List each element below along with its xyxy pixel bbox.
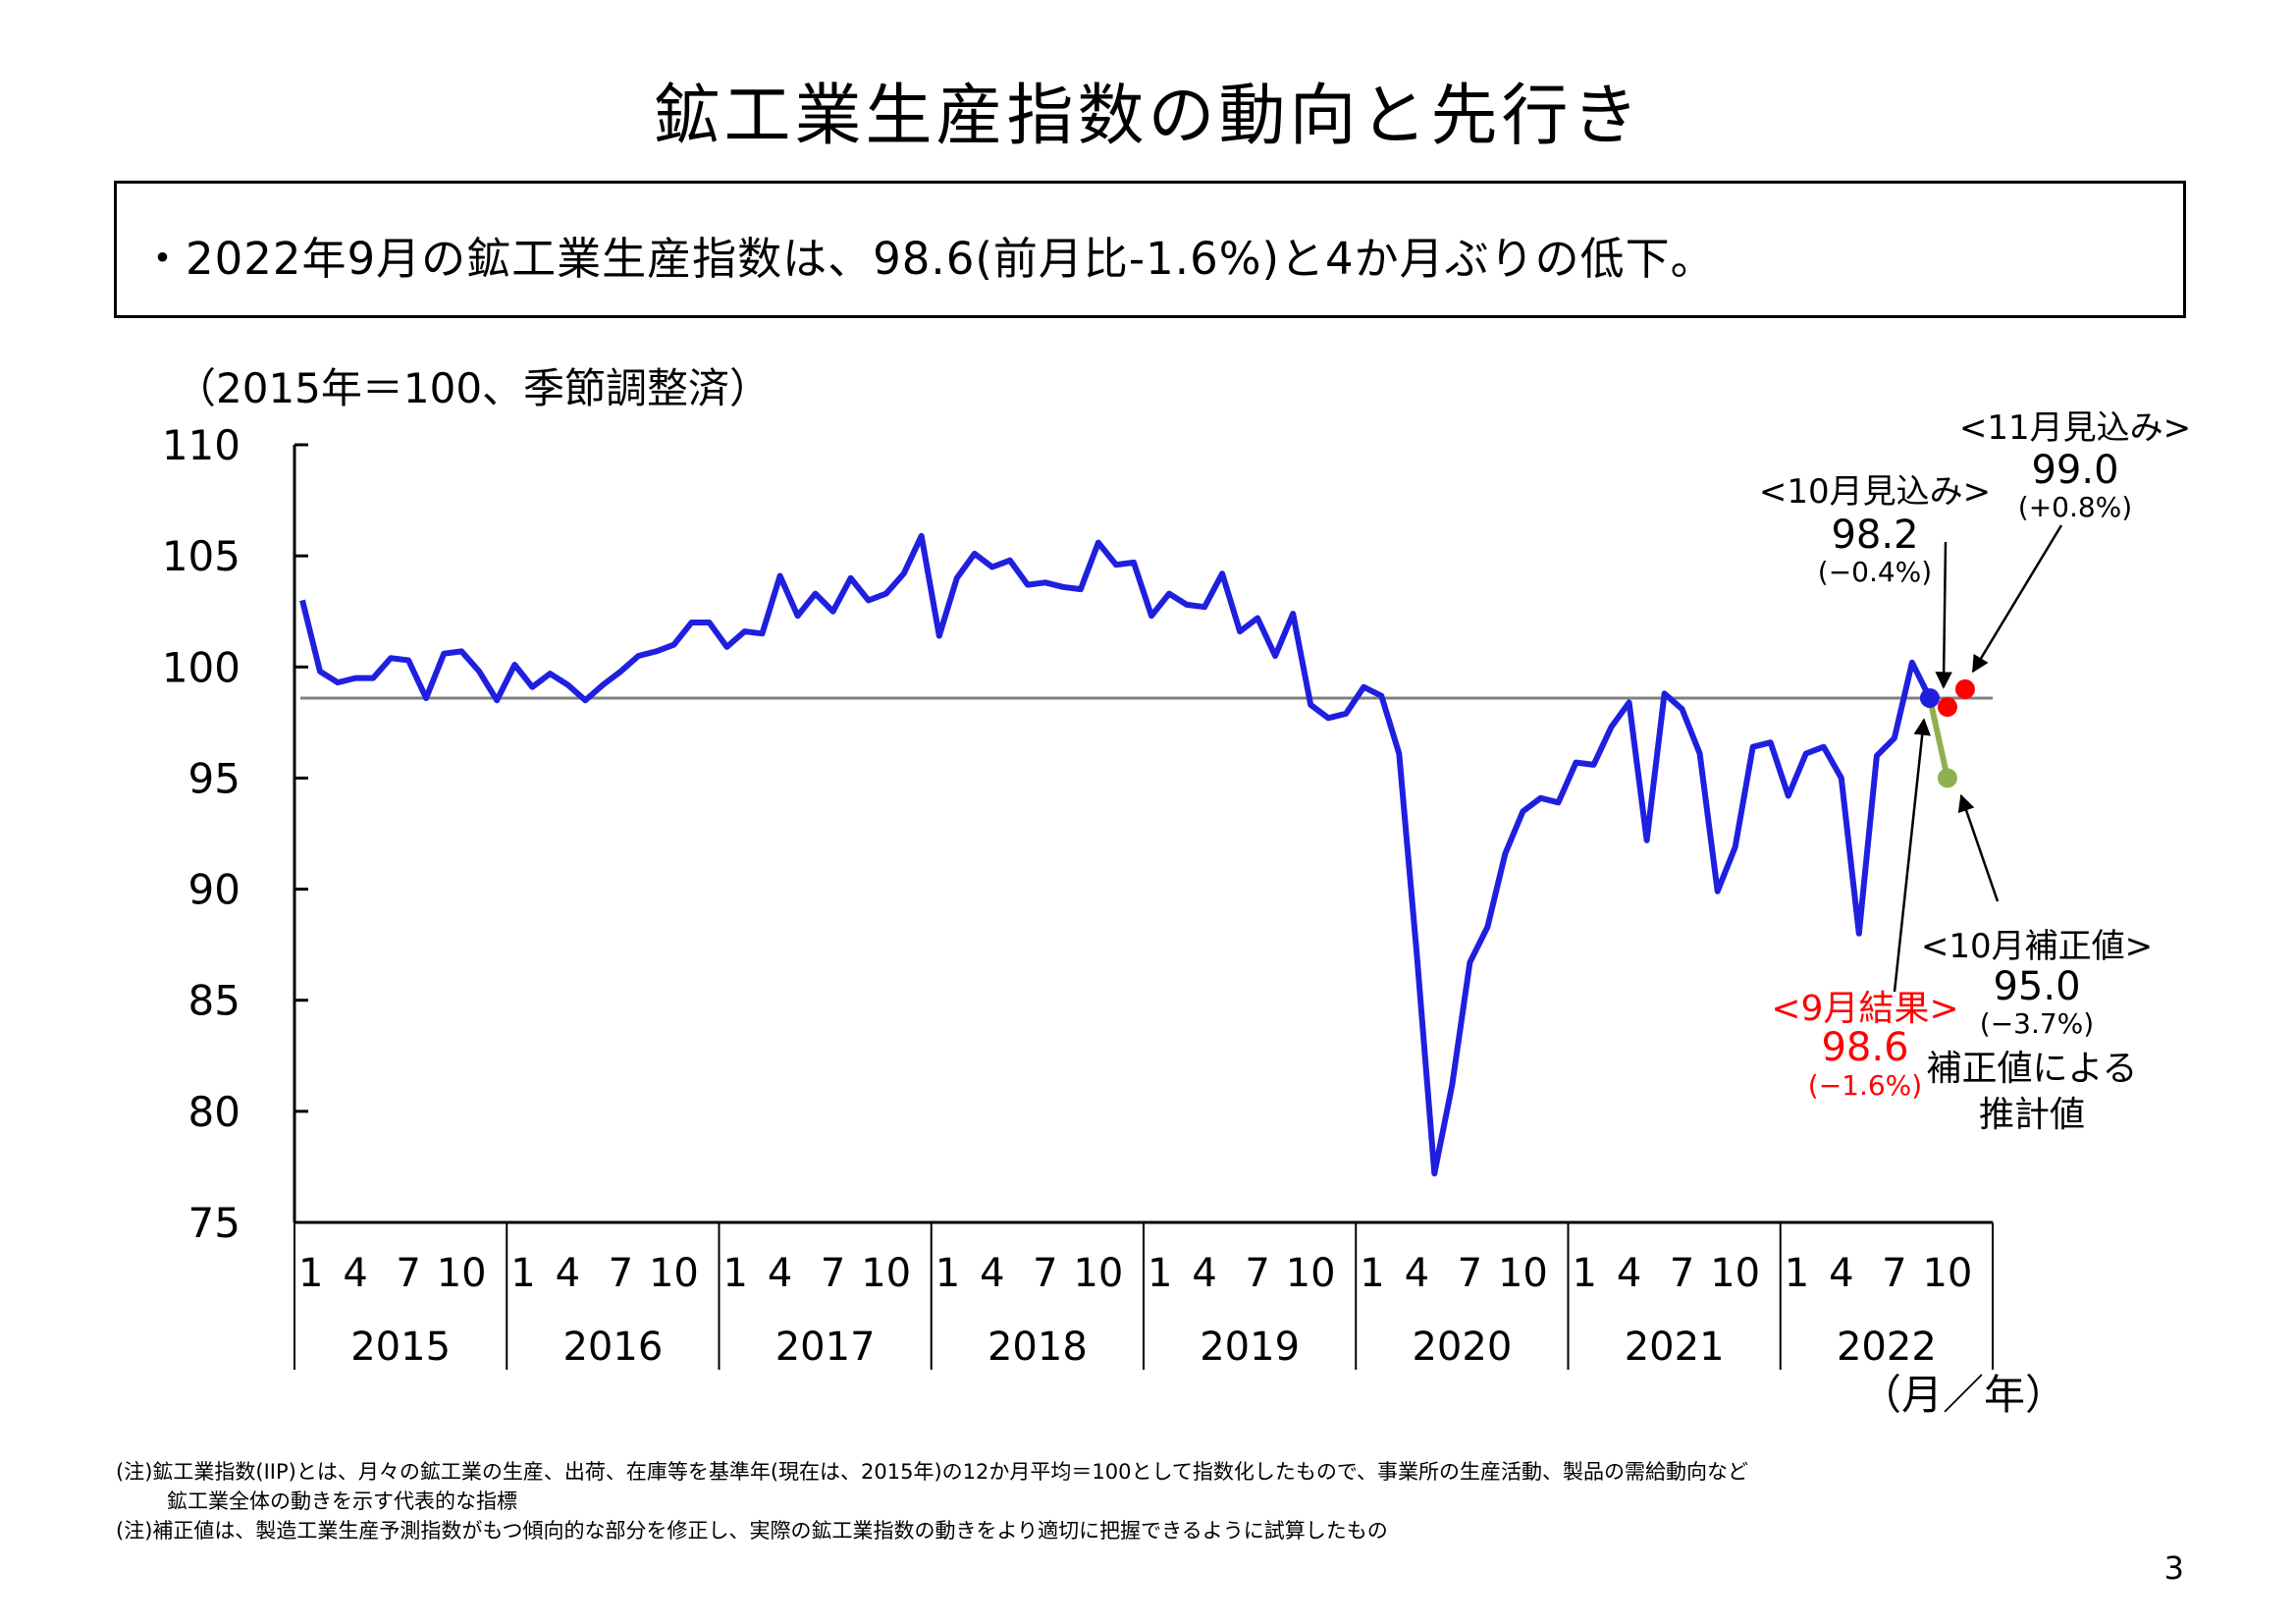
- oct-corrected-point: [1937, 768, 1957, 788]
- footnote-1-cont: 鉱工業全体の動きを示す代表的な指標: [167, 1489, 517, 1513]
- month-tick-label: 4: [768, 1251, 792, 1296]
- footnotes: (注)鉱工業指数(IIP)とは、月々の鉱工業の生産、出荷、在庫等を基準年(現在は…: [116, 1457, 1748, 1545]
- month-tick-label: 10: [1922, 1251, 1972, 1296]
- y-tick-label: 100: [162, 643, 240, 691]
- nov-forecast-label: <11月見込み>: [1959, 408, 2191, 448]
- footnote-2: (注)補正値は、製造工業生産予測指数がもつ傾向的な部分を修正し、実際の鉱工業指数…: [116, 1519, 1388, 1543]
- page-number: 3: [2163, 1549, 2184, 1587]
- oct-corrected-arrow: [1957, 793, 2000, 902]
- sep-result-point: [1919, 687, 1940, 708]
- year-label: 2019: [1200, 1325, 1300, 1370]
- month-tick-label: 10: [1710, 1251, 1760, 1296]
- unit-label: （2015年＝100、季節調整済）: [175, 364, 772, 412]
- nov-forecast-point: [1954, 678, 1975, 699]
- footnote-1: (注)鉱工業指数(IIP)とは、月々の鉱工業の生産、出荷、在庫等を基準年(現在は…: [116, 1460, 1748, 1484]
- oct-forecast-label: <10月見込み>: [1759, 472, 1991, 512]
- month-tick-label: 1: [1785, 1251, 1809, 1296]
- month-tick-label: 7: [1458, 1251, 1482, 1296]
- y-tick-label: 110: [162, 421, 240, 469]
- month-tick-label: 4: [1829, 1251, 1853, 1296]
- nov-forecast-arrow: [1971, 524, 2063, 674]
- month-tick-label: 4: [1192, 1251, 1216, 1296]
- year-label: 2015: [350, 1325, 451, 1370]
- year-label: 2021: [1625, 1325, 1725, 1370]
- month-tick-label: 10: [1286, 1251, 1336, 1296]
- oct-forecast-point: [1937, 697, 1957, 718]
- corrected-line: [1926, 697, 1950, 780]
- month-tick-label: 4: [1617, 1251, 1641, 1296]
- y-tick-label: 95: [188, 754, 240, 802]
- month-tick-label: 4: [1405, 1251, 1429, 1296]
- month-tick-label: 10: [649, 1251, 699, 1296]
- month-tick-label: 1: [1573, 1251, 1597, 1296]
- sep-result-value: 98.6: [1821, 1025, 1908, 1070]
- x-axis-unit: （月／年）: [1860, 1371, 2066, 1419]
- month-tick-label: 7: [396, 1251, 420, 1296]
- month-tick-label: 1: [1360, 1251, 1384, 1296]
- nov-forecast-value: 99.0: [2031, 448, 2118, 493]
- month-tick-label: 10: [437, 1251, 487, 1296]
- month-tick-label: 7: [1033, 1251, 1057, 1296]
- month-tick-label: 10: [1073, 1251, 1123, 1296]
- y-tick-label: 80: [188, 1088, 240, 1136]
- oct-corrected-label: <10月補正値>: [1921, 927, 2153, 966]
- plot-area: [299, 532, 1993, 1177]
- annotations: <9月結果>98.6(−1.6%) <10月見込み>98.2(−0.4%) <11月…: [1759, 408, 2191, 1135]
- month-tick-label: 10: [1498, 1251, 1548, 1296]
- sep-result-change: (−1.6%): [1808, 1069, 1922, 1102]
- oct-forecast-value: 98.2: [1831, 513, 1918, 558]
- month-tick-label: 1: [298, 1251, 323, 1296]
- month-tick-label: 7: [1245, 1251, 1269, 1296]
- month-tick-label: 10: [861, 1251, 911, 1296]
- month-tick-label: 7: [609, 1251, 633, 1296]
- year-label: 2020: [1412, 1325, 1512, 1370]
- oct-corrected-value: 95.0: [1993, 964, 2080, 1009]
- month-tick-label: 1: [935, 1251, 960, 1296]
- oct-forecast-arrow: [1935, 541, 1952, 689]
- y-tick-label: 75: [188, 1199, 240, 1247]
- oct-corrected-note-2: 推計値: [1979, 1095, 2085, 1135]
- summary-text: ・2022年9月の鉱工業生産指数は、98.6(前月比-1.6%)と4か月ぶりの低…: [140, 233, 1716, 285]
- month-tick-label: 4: [343, 1251, 367, 1296]
- month-tick-label: 4: [980, 1251, 1004, 1296]
- year-label: 2018: [988, 1325, 1088, 1370]
- year-label: 2022: [1837, 1325, 1937, 1370]
- month-tick-label: 1: [723, 1251, 748, 1296]
- month-tick-label: 7: [1670, 1251, 1694, 1296]
- sep-result-arrow: [1893, 718, 1931, 993]
- series-line: [299, 532, 1933, 1177]
- sep-result-label: <9月結果>: [1771, 989, 1958, 1029]
- y-tick-label: 85: [188, 977, 240, 1025]
- year-label: 2017: [775, 1325, 876, 1370]
- y-tick-label: 90: [188, 866, 240, 914]
- year-label: 2016: [562, 1325, 663, 1370]
- oct-forecast-change: (−0.4%): [1818, 556, 1932, 588]
- summary-box: ・2022年9月の鉱工業生産指数は、98.6(前月比-1.6%)と4か月ぶりの低…: [114, 181, 2186, 318]
- month-tick-label: 7: [821, 1251, 845, 1296]
- nov-forecast-change: (+0.8%): [2018, 491, 2132, 523]
- month-tick-label: 1: [510, 1251, 535, 1296]
- page-title: 鉱工業生産指数の動向と先行き: [653, 78, 1643, 155]
- month-tick-label: 7: [1882, 1251, 1906, 1296]
- oct-corrected-change: (−3.7%): [1980, 1007, 2094, 1040]
- month-tick-label: 4: [556, 1251, 580, 1296]
- y-tick-label: 105: [162, 532, 240, 580]
- month-tick-label: 1: [1148, 1251, 1172, 1296]
- oct-corrected-note-1: 補正値による: [1927, 1049, 2138, 1089]
